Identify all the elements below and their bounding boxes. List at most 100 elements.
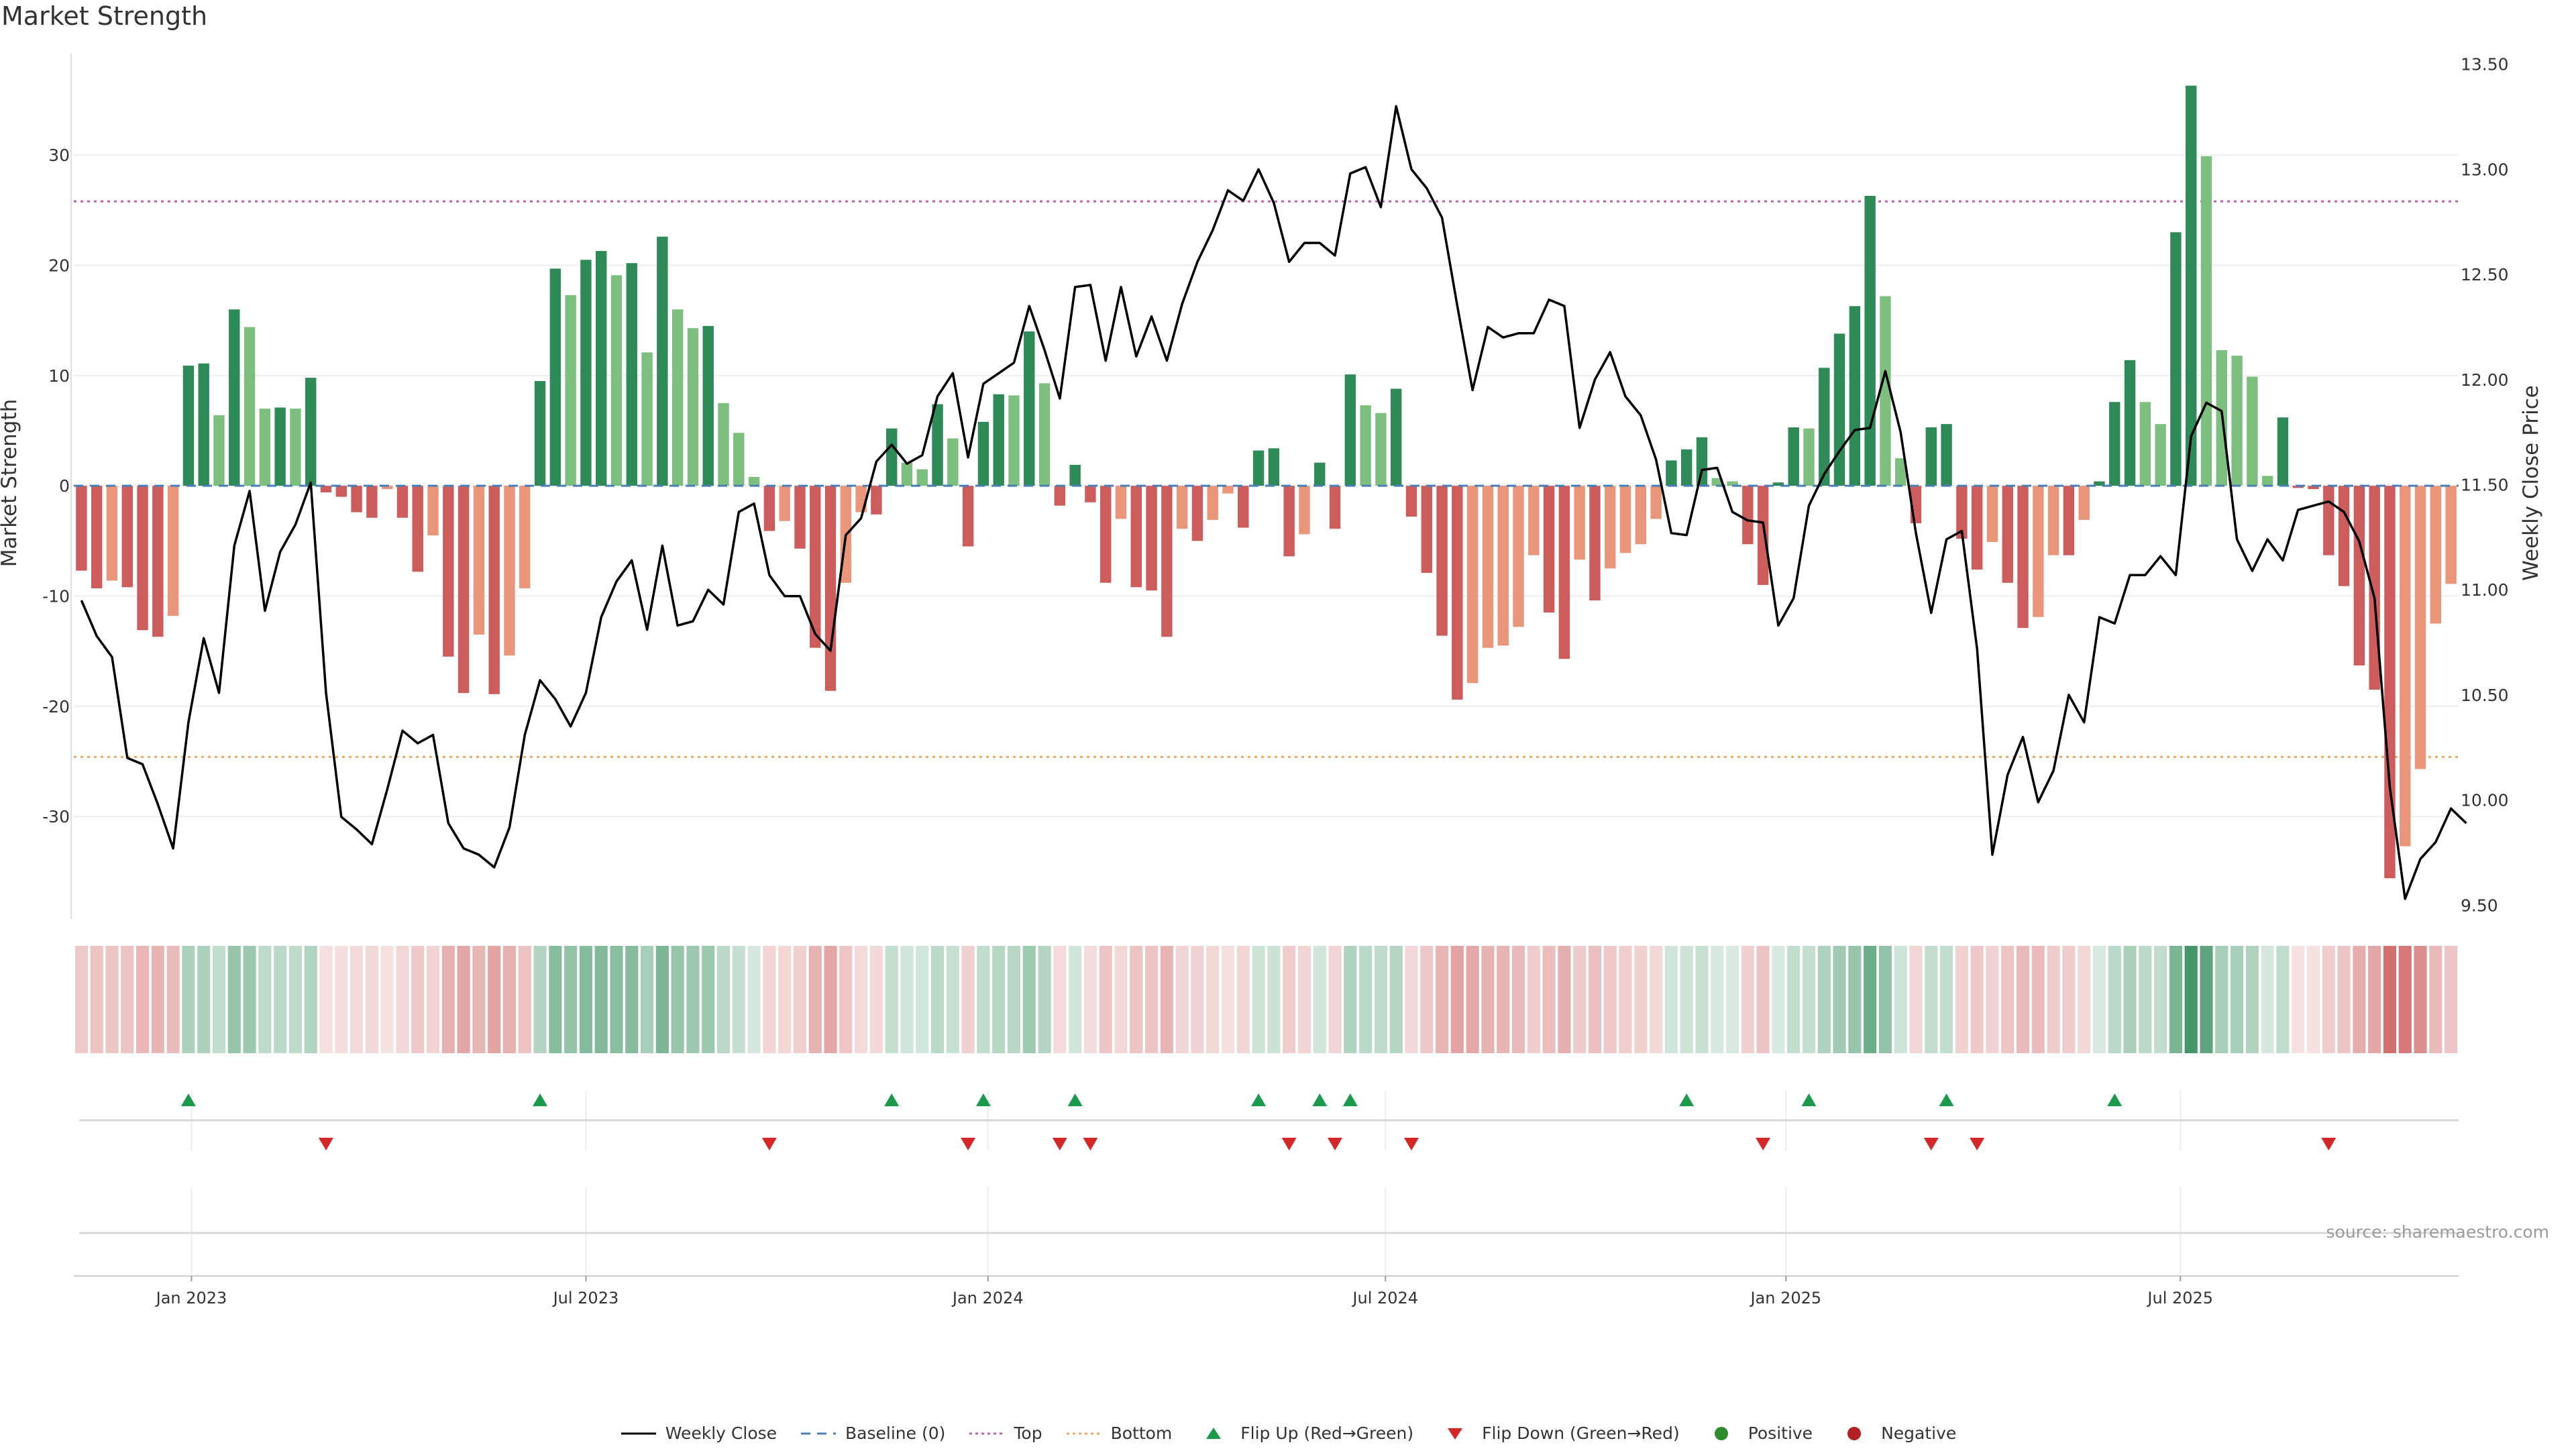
heat-cell <box>136 946 150 1053</box>
chart-title: Market Strength <box>1 1 208 31</box>
strength-bar <box>1880 296 1891 486</box>
heat-cell <box>2169 946 2182 1053</box>
strength-bar <box>1024 331 1035 486</box>
source-note: source: sharemaestro.com <box>2326 1222 2550 1242</box>
strength-bar <box>1008 395 1020 486</box>
legend-swatch <box>1436 1426 1474 1442</box>
strength-bar <box>1054 486 1066 506</box>
strength-bar <box>488 486 500 694</box>
y-tick-label-right: 13.50 <box>2461 55 2509 74</box>
flip-down-marker <box>319 1138 334 1150</box>
heat-cell <box>2092 946 2106 1053</box>
flip-down-marker <box>961 1138 976 1150</box>
heat-cell <box>472 946 486 1053</box>
heat-cell <box>1481 946 1495 1053</box>
heat-cell <box>2016 946 2030 1053</box>
y-axis-label-right: Weekly Close Price <box>2519 385 2543 581</box>
strength-bar <box>412 486 423 572</box>
heat-cell <box>1236 946 1250 1053</box>
heat-cell <box>121 946 134 1053</box>
heat-cell <box>1450 946 1464 1053</box>
legend-item: Positive <box>1703 1424 1813 1443</box>
weekly-close-line <box>80 105 2467 900</box>
flip-markers <box>79 1090 2459 1275</box>
heat-cell <box>2383 946 2397 1053</box>
heat-cell <box>319 946 333 1053</box>
flip-down-marker <box>1052 1138 1067 1150</box>
flip-up-marker <box>533 1093 548 1106</box>
strength-bar <box>137 486 148 631</box>
strength-bar <box>2078 486 2090 521</box>
strength-bar <box>901 462 913 486</box>
strength-bar <box>1925 427 1937 486</box>
strength-bar <box>2261 476 2273 486</box>
strength-bar <box>2445 486 2457 584</box>
strength-bar <box>1635 486 1647 545</box>
strength-bar <box>1146 486 1157 591</box>
heat-cell <box>1313 946 1326 1053</box>
strength-bar <box>916 469 928 486</box>
legend-label: Bottom <box>1110 1424 1173 1443</box>
heat-cell <box>2306 946 2320 1053</box>
heat-cell <box>396 946 409 1053</box>
grid-layer <box>74 154 2459 818</box>
heat-cell <box>594 946 608 1053</box>
legend-label: Top <box>1014 1424 1042 1443</box>
flip-down-marker <box>1970 1138 1985 1150</box>
y-tick-label-right: 12.00 <box>2461 370 2509 390</box>
heat-cell <box>1083 946 1097 1053</box>
flip-up-marker <box>1312 1093 1328 1106</box>
heat-cell <box>1359 946 1373 1053</box>
heat-cell <box>2398 946 2412 1053</box>
flip-up-marker <box>1801 1093 1817 1106</box>
heat-cell <box>1970 946 1984 1053</box>
flip-up-marker <box>180 1093 196 1106</box>
heat-cell <box>1297 946 1311 1053</box>
heat-cell <box>1405 946 1418 1053</box>
heat-cell <box>2368 946 2381 1053</box>
strength-bar <box>657 236 668 486</box>
heat-cell <box>426 946 440 1053</box>
legend-label: Flip Down (Green→Red) <box>1482 1424 1680 1443</box>
heat-cell <box>2047 946 2060 1053</box>
strength-bar <box>702 325 714 486</box>
strength-bar <box>1100 486 1112 583</box>
heat-cell <box>808 946 822 1053</box>
legend-label: Negative <box>1881 1424 1957 1443</box>
heat-cell <box>916 946 929 1053</box>
heat-cell <box>2445 946 2458 1053</box>
strength-bar <box>1497 486 1509 646</box>
strength-bar <box>1558 486 1570 659</box>
heat-cell <box>1191 946 1204 1053</box>
strength-bar <box>2124 360 2136 486</box>
heat-cell <box>2001 946 2015 1053</box>
strength-bar <box>504 486 515 656</box>
heat-cell <box>1986 946 1999 1053</box>
legend-swatch <box>1703 1426 1740 1442</box>
legend-item: Weekly Close <box>620 1424 777 1443</box>
heat-cell <box>2261 946 2274 1053</box>
heat-cell <box>1114 946 1128 1053</box>
heat-cell <box>2292 946 2305 1053</box>
heat-cell <box>151 946 164 1053</box>
strength-bar <box>351 486 362 513</box>
heat-cell <box>304 946 317 1053</box>
strength-bar <box>427 486 439 536</box>
heat-cell <box>747 946 761 1053</box>
strength-bar <box>1038 383 1051 486</box>
strength-bar <box>458 486 470 694</box>
heat-cell <box>2078 946 2091 1053</box>
heat-cell <box>1741 946 1754 1053</box>
heat-cell <box>1634 946 1648 1053</box>
strength-bar <box>1513 486 1524 627</box>
strength-bar <box>1482 486 1494 648</box>
heat-cell <box>549 946 562 1053</box>
y-tick-label-left: 0 <box>59 476 70 496</box>
strength-bar <box>1757 486 1769 586</box>
strength-bar <box>1299 486 1310 535</box>
heat-cell <box>610 946 623 1053</box>
y-tick-label-right: 11.00 <box>2461 580 2509 600</box>
heat-cell <box>533 946 547 1053</box>
heat-cell <box>885 946 898 1053</box>
strength-bar <box>1207 486 1218 521</box>
